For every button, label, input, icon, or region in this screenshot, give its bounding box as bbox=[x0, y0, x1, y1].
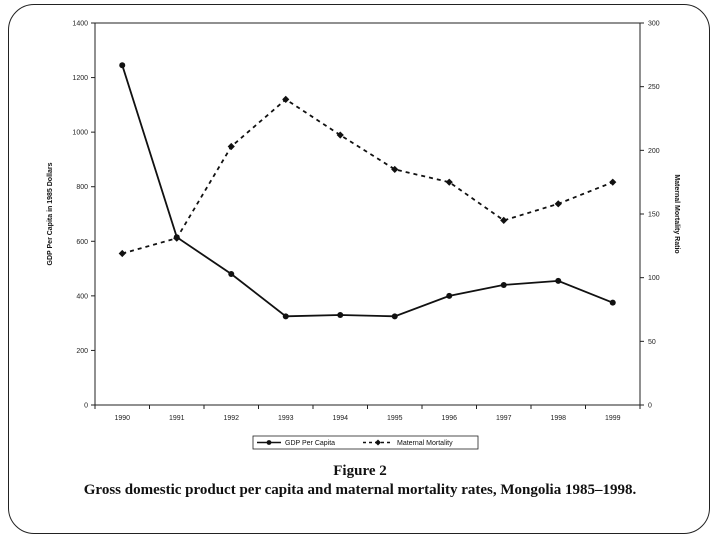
data-point-maternal-mortality bbox=[336, 131, 344, 139]
x-axis: 1990 1991 1992 1993 1994 1995 1996 1997 1998 1999 bbox=[94, 405, 641, 422]
left-tick-label: 0 bbox=[84, 403, 88, 410]
legend-label-gdp: GDP Per Capita bbox=[285, 440, 335, 447]
slide-frame bbox=[8, 4, 710, 534]
x-tick-label: 1999 bbox=[605, 415, 621, 422]
legend-label-maternal-mortality: Maternal Mortality bbox=[397, 440, 453, 447]
x-tick-label: 1997 bbox=[496, 415, 512, 422]
figure-caption: Figure 2 Gross domestic product per capi… bbox=[40, 462, 680, 500]
x-tick-label: 1992 bbox=[223, 415, 239, 422]
left-axis-title: GDP Per Capita in 1985 Dollars bbox=[47, 162, 54, 265]
right-tick-label: 0 bbox=[648, 403, 652, 410]
x-tick-label: 1990 bbox=[114, 415, 130, 422]
left-tick-label: 1400 bbox=[72, 21, 88, 28]
right-tick-label: 150 bbox=[648, 212, 660, 219]
data-point-maternal-mortality bbox=[445, 178, 453, 186]
right-axis-title: Maternal Mortality Ratio bbox=[673, 174, 680, 253]
x-tick-label: 1994 bbox=[332, 415, 348, 422]
right-tick-label: 100 bbox=[648, 275, 660, 282]
series-line-maternal-mortality bbox=[122, 98, 614, 255]
plot-area bbox=[94, 22, 641, 406]
data-point-gdp-per-capita bbox=[337, 311, 344, 318]
data-point-gdp-per-capita bbox=[282, 313, 289, 320]
data-point-gdp-per-capita bbox=[500, 281, 507, 288]
data-point-maternal-mortality bbox=[609, 178, 617, 186]
data-point-maternal-mortality bbox=[227, 142, 235, 151]
left-tick-label: 1200 bbox=[72, 75, 88, 82]
data-point-gdp-per-capita bbox=[609, 299, 616, 306]
left-tick-label: 400 bbox=[76, 293, 88, 300]
legend-marker-maternal-mortality bbox=[375, 439, 381, 446]
series-line-gdp-per-capita bbox=[121, 65, 614, 318]
left-tick-label: 600 bbox=[76, 239, 88, 246]
legend: GDP Per Capita Maternal Mortality bbox=[252, 435, 479, 450]
data-point-maternal-mortality bbox=[554, 200, 562, 208]
right-tick-label: 200 bbox=[648, 148, 660, 155]
x-tick-label: 1991 bbox=[169, 415, 185, 422]
data-point-gdp-per-capita bbox=[119, 62, 126, 69]
x-tick-label: 1998 bbox=[550, 415, 566, 422]
data-point-gdp-per-capita bbox=[228, 271, 235, 278]
left-tick-label: 800 bbox=[76, 184, 88, 191]
figure-label: Figure 2 bbox=[333, 463, 387, 479]
right-tick-label: 250 bbox=[648, 84, 660, 91]
data-point-gdp-per-capita bbox=[555, 277, 562, 284]
legend-marker-gdp bbox=[266, 440, 272, 445]
series-layer bbox=[118, 62, 617, 320]
left-tick-label: 200 bbox=[76, 348, 88, 355]
data-point-maternal-mortality bbox=[118, 249, 126, 258]
left-tick-label: 1000 bbox=[72, 130, 88, 137]
left-axis: 0 200 400 600 800 1000 1200 1400 bbox=[72, 21, 95, 410]
data-point-gdp-per-capita bbox=[446, 292, 453, 299]
right-axis: 0 50 100 150 200 250 300 bbox=[640, 21, 660, 410]
data-point-maternal-mortality bbox=[391, 165, 399, 174]
x-tick-label: 1995 bbox=[387, 415, 403, 422]
right-tick-label: 50 bbox=[648, 339, 656, 346]
caption-text: Gross domestic product per capita and ma… bbox=[83, 482, 637, 498]
data-point-maternal-mortality bbox=[282, 95, 290, 103]
x-tick-label: 1993 bbox=[278, 415, 294, 422]
data-point-gdp-per-capita bbox=[391, 313, 398, 320]
x-tick-label: 1996 bbox=[441, 415, 457, 422]
right-tick-label: 300 bbox=[648, 21, 660, 28]
data-point-maternal-mortality bbox=[500, 216, 508, 224]
data-point-maternal-mortality bbox=[173, 234, 181, 242]
